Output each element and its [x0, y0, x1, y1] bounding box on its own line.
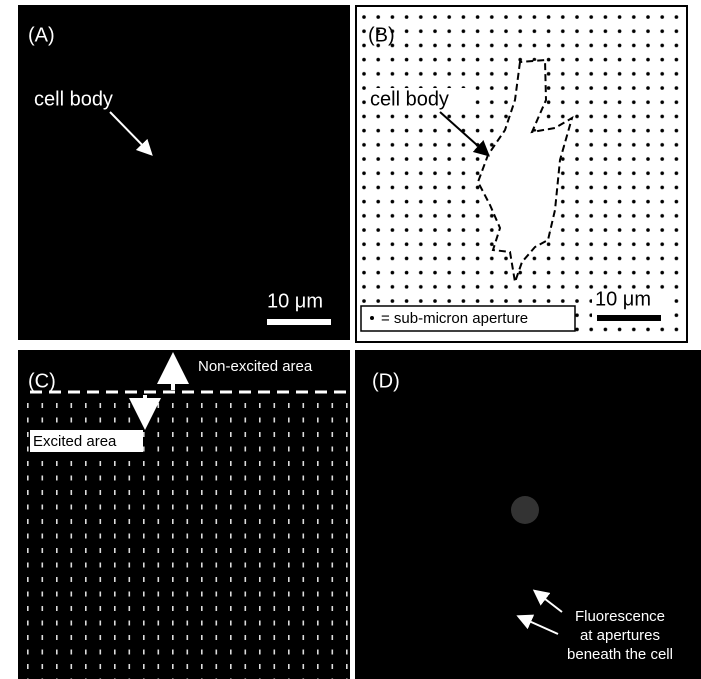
scale-bar: [597, 315, 661, 321]
panel-label: (D): [372, 370, 400, 392]
panel-a: (A) cell body 10 μm: [18, 5, 350, 340]
panel-label: (A): [28, 24, 55, 46]
annotation: cell body: [370, 88, 449, 110]
annotation-line: at apertures: [580, 627, 660, 644]
scale-label: 10 μm: [267, 290, 323, 312]
annotation-line: Fluorescence: [575, 608, 665, 625]
scale-bar: [267, 319, 331, 325]
panel-c: (C) Non-excited area Excited area: [18, 350, 350, 679]
panel-b: (B) cell body = sub-micron aperture 10 μ…: [356, 6, 687, 342]
panel-label: (C): [28, 370, 56, 392]
fluorescence-spot: [511, 496, 539, 524]
annotation-line: beneath the cell: [567, 646, 673, 663]
figure: (A) cell body 10 μm (B) cell body = sub-…: [0, 0, 701, 679]
annotation: Excited area: [33, 433, 117, 450]
panel-label: (B): [368, 24, 395, 46]
panel-d: (D) Fluorescence at apertures beneath th…: [355, 350, 701, 679]
legend-text: = sub-micron aperture: [381, 310, 528, 327]
annotation: cell body: [34, 88, 113, 110]
legend-dot: [370, 316, 374, 320]
annotation: Non-excited area: [198, 358, 313, 375]
scale-label: 10 μm: [595, 288, 651, 310]
